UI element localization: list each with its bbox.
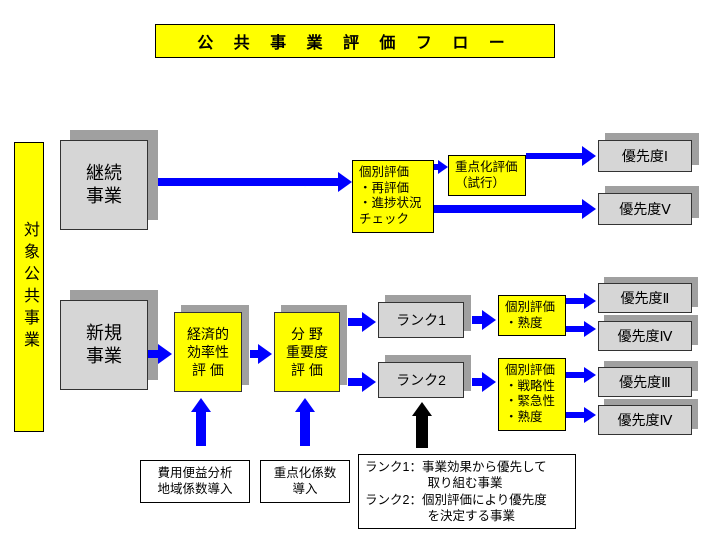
block-face: 分 野 重要度 評 価 — [274, 312, 340, 392]
arrow-to-p3 — [566, 372, 584, 378]
block-p4b: 優先度Ⅳ — [598, 405, 692, 435]
arrow-new-to-econ — [148, 350, 158, 358]
arrow-continuing — [158, 178, 338, 186]
block-face: ランク1 — [378, 302, 464, 338]
arrow-up-cost — [196, 412, 206, 446]
note-text: 費用便益分析 地域係数導入 — [157, 466, 232, 496]
block-face: 優先度Ⅰ — [598, 140, 692, 172]
arrow-rank2-out — [472, 378, 482, 386]
ybox-text: 重点化評価 （試行） — [455, 160, 518, 190]
arrow-to-p4a — [566, 326, 584, 332]
ybox-text: 個別評価 ・戦略性 ・緊急性 ・熟度 — [505, 363, 555, 424]
ybox-indiv-maturity: 個別評価 ・熟度 — [498, 295, 566, 336]
arrow-econ-to-field — [250, 350, 258, 358]
note-text: ランク1：事業効果から優先して 取り組む事業 ランク2：個別評価により優先度 を… — [365, 460, 547, 523]
block-face: 新規 事業 — [60, 300, 148, 390]
arrow-to-p5 — [434, 205, 582, 213]
note-priority-coeff: 重点化係数 導入 — [260, 460, 350, 503]
arrow-field-to-rank2 — [348, 378, 362, 386]
block-face: 経済的 効率性 評 価 — [174, 312, 242, 392]
block-econ: 経済的 効率性 評 価 — [174, 312, 242, 392]
block-face: 優先度Ⅲ — [598, 367, 692, 397]
block-field: 分 野 重要度 評 価 — [274, 312, 340, 392]
block-new: 新規 事業 — [60, 300, 148, 390]
arrow-field-to-rank1 — [348, 318, 362, 326]
arrow-to-p1 — [526, 153, 582, 159]
block-p3: 優先度Ⅲ — [598, 367, 692, 397]
block-p2: 優先度Ⅱ — [598, 283, 692, 313]
note-text: 重点化係数 導入 — [274, 466, 337, 496]
block-face: 継続 事業 — [60, 140, 148, 230]
title-text: 公 共 事 業 評 価 フ ロ ー — [197, 35, 513, 52]
note-rank-explain: ランク1：事業効果から優先して 取り組む事業 ランク2：個別評価により優先度 を… — [358, 454, 576, 529]
ybox-priority-trial: 重点化評価 （試行） — [448, 155, 526, 196]
block-face: 優先度Ⅳ — [598, 405, 692, 435]
arrow-up-priority — [300, 412, 310, 446]
ybox-text: 個別評価 ・熟度 — [505, 300, 555, 330]
block-p1: 優先度Ⅰ — [598, 140, 692, 172]
sidebar-target: 対象公共事業 — [14, 142, 44, 432]
block-face: ランク2 — [378, 362, 464, 398]
block-rank2: ランク2 — [378, 362, 464, 398]
note-cost-benefit: 費用便益分析 地域係数導入 — [140, 460, 250, 503]
block-rank1: ランク1 — [378, 302, 464, 338]
arrow-to-p4b — [566, 412, 584, 418]
arrow-indiv-to-trial — [434, 164, 438, 170]
arrow-to-p2 — [566, 298, 584, 304]
arrow-rank1-out — [472, 316, 482, 324]
block-continuing: 継続 事業 — [60, 140, 148, 230]
ybox-text: 個別評価 ・再評価 ・進捗状況 チェック — [359, 165, 422, 226]
arrow-up-rank — [416, 416, 428, 448]
ybox-individual-eval: 個別評価 ・再評価 ・進捗状況 チェック — [352, 160, 434, 233]
block-p5: 優先度Ⅴ — [598, 193, 692, 225]
block-face: 優先度Ⅳ — [598, 321, 692, 351]
ybox-indiv-strategy: 個別評価 ・戦略性 ・緊急性 ・熟度 — [498, 358, 566, 431]
sidebar-text: 対象公共事業 — [17, 221, 41, 353]
title: 公 共 事 業 評 価 フ ロ ー — [155, 24, 555, 58]
block-p4a: 優先度Ⅳ — [598, 321, 692, 351]
block-face: 優先度Ⅱ — [598, 283, 692, 313]
block-face: 優先度Ⅴ — [598, 193, 692, 225]
